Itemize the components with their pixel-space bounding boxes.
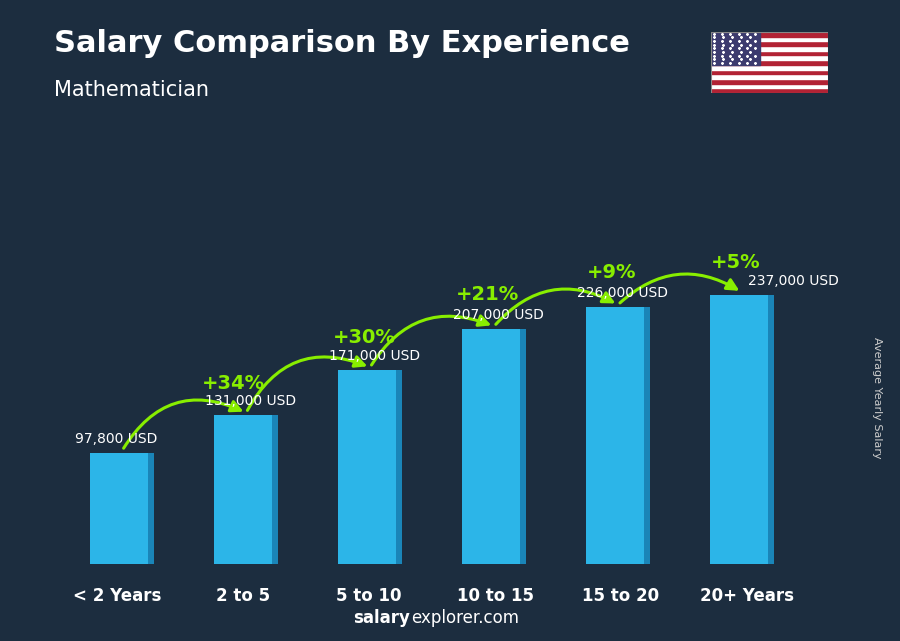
Text: explorer.com: explorer.com: [411, 609, 519, 627]
Text: +21%: +21%: [456, 285, 519, 304]
Text: +5%: +5%: [711, 253, 760, 272]
Bar: [711, 83, 828, 88]
Text: 171,000 USD: 171,000 USD: [329, 349, 420, 363]
Bar: [214, 415, 278, 564]
Text: Average Yearly Salary: Average Yearly Salary: [872, 337, 883, 458]
Text: 15 to 20: 15 to 20: [582, 587, 660, 604]
Bar: [711, 74, 828, 79]
Bar: [148, 453, 155, 564]
Text: 207,000 USD: 207,000 USD: [453, 308, 544, 322]
Bar: [711, 88, 828, 93]
Bar: [711, 32, 828, 37]
Text: salary: salary: [353, 609, 410, 627]
Bar: [519, 329, 526, 564]
Bar: [644, 307, 650, 564]
Text: +9%: +9%: [587, 263, 636, 283]
Text: 2 to 5: 2 to 5: [216, 587, 270, 604]
Bar: [586, 307, 650, 564]
Bar: [90, 453, 155, 564]
Bar: [711, 37, 828, 42]
Text: +34%: +34%: [202, 374, 266, 393]
Bar: [709, 295, 774, 564]
Bar: [768, 295, 774, 564]
Text: 5 to 10: 5 to 10: [337, 587, 401, 604]
Text: 20+ Years: 20+ Years: [700, 587, 794, 604]
Bar: [272, 415, 278, 564]
Text: < 2 Years: < 2 Years: [73, 587, 161, 604]
Text: 237,000 USD: 237,000 USD: [748, 274, 839, 288]
Bar: [711, 79, 828, 83]
Bar: [711, 60, 828, 65]
Bar: [711, 65, 828, 69]
Bar: [711, 51, 828, 56]
Bar: [711, 42, 828, 46]
Bar: [396, 370, 402, 564]
Bar: [711, 46, 828, 51]
Text: 10 to 15: 10 to 15: [456, 587, 534, 604]
Bar: [711, 56, 828, 60]
Bar: [338, 370, 402, 564]
Bar: [711, 32, 760, 65]
Text: 226,000 USD: 226,000 USD: [577, 287, 668, 300]
Bar: [462, 329, 526, 564]
Text: 131,000 USD: 131,000 USD: [205, 394, 296, 408]
Text: +30%: +30%: [332, 328, 395, 347]
Bar: [711, 69, 828, 74]
Text: 97,800 USD: 97,800 USD: [75, 432, 158, 446]
Text: Salary Comparison By Experience: Salary Comparison By Experience: [54, 29, 630, 58]
Text: Mathematician: Mathematician: [54, 80, 209, 100]
